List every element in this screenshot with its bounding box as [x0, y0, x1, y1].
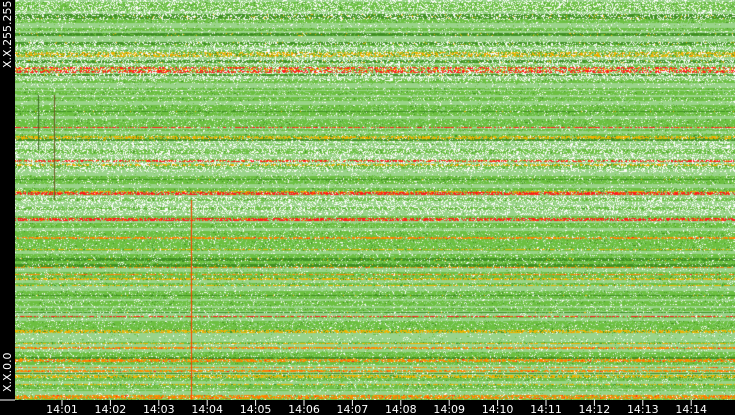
x-tick-label: 14:05: [240, 403, 272, 415]
x-tick-label: 14:11: [530, 403, 562, 415]
x-tick-label: 14:02: [95, 403, 127, 415]
x-tick-label: 14:10: [482, 403, 514, 415]
x-tick-label: 14:12: [579, 403, 611, 415]
x-tick-label: 14:06: [288, 403, 320, 415]
x-tick-label: 14:14: [675, 403, 707, 415]
x-tick-label: 14:07: [337, 403, 369, 415]
x-tick-label: 14:03: [143, 403, 175, 415]
heatmap-canvas: [15, 0, 735, 400]
x-tick-label: 14:09: [433, 403, 465, 415]
x-tick-label: 14:01: [46, 403, 78, 415]
x-tick-label: 14:13: [627, 403, 659, 415]
x-tick-label: 14:08: [385, 403, 417, 415]
x-tick-label: 14:04: [191, 403, 223, 415]
